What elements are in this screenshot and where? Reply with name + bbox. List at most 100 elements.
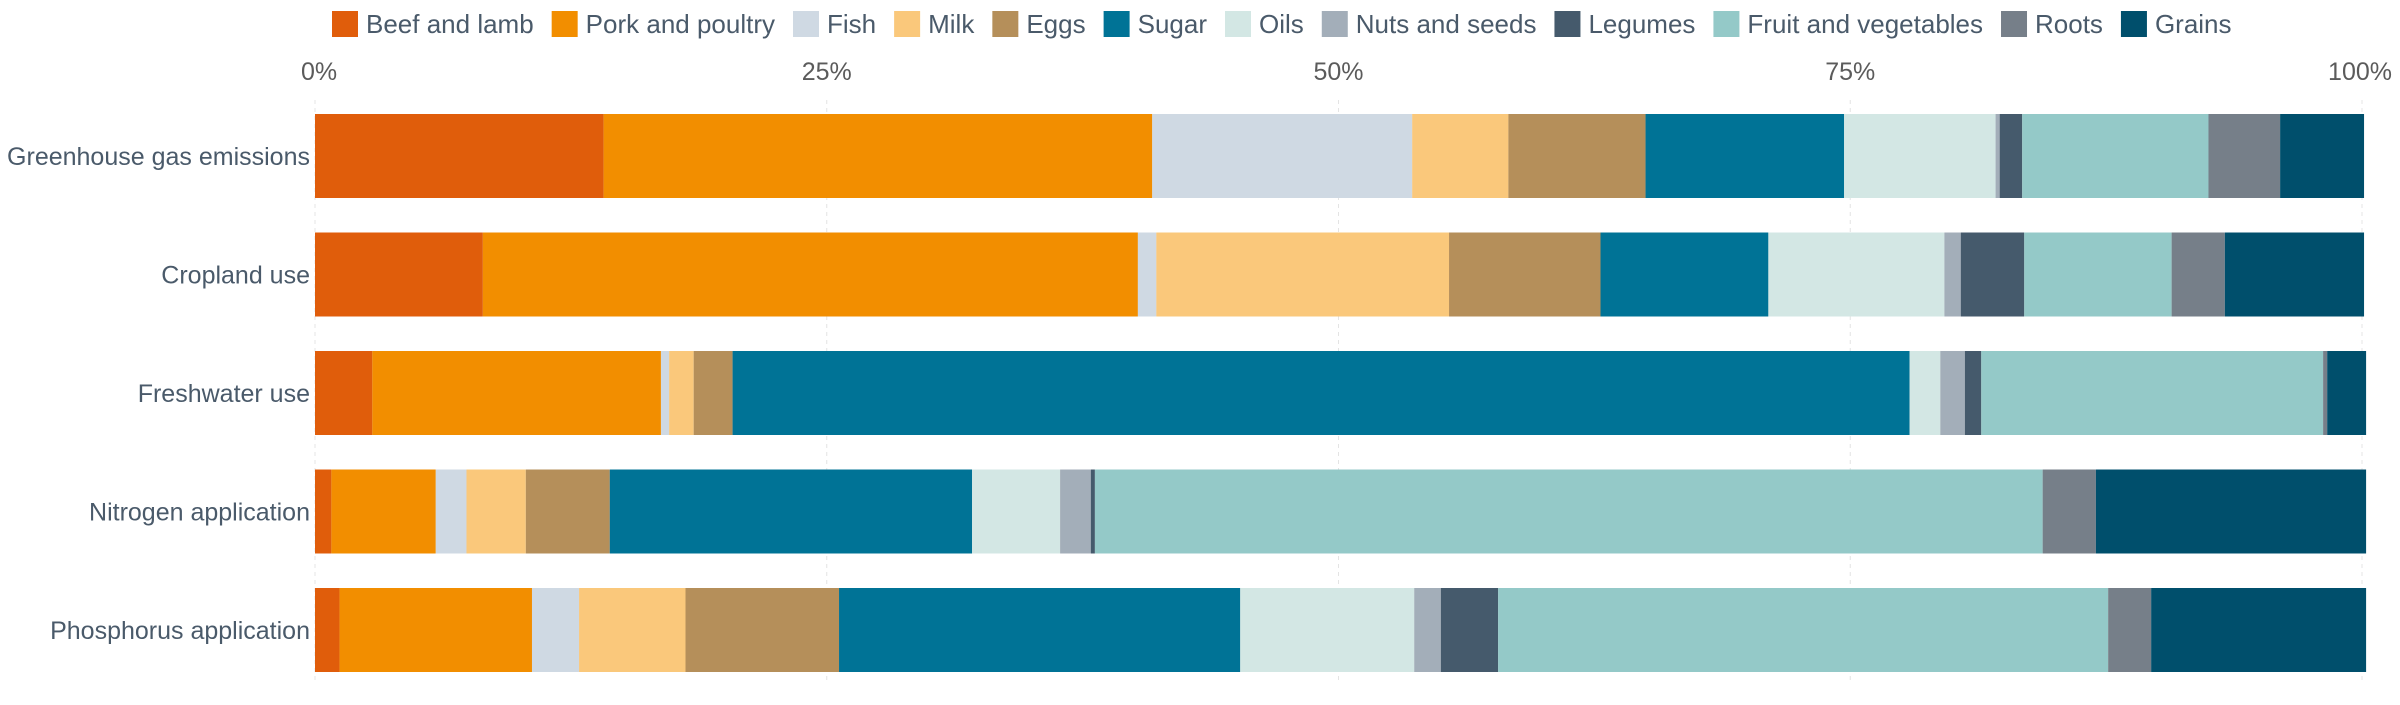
bar-segment-oils[interactable]: Oils: 7.4% bbox=[1844, 114, 1996, 198]
legend-label: Beef and lamb bbox=[366, 9, 534, 39]
category-label: Nitrogen application bbox=[89, 499, 310, 527]
legend-swatch bbox=[793, 11, 819, 37]
bar-segment-fish[interactable]: Fish: 12.7% bbox=[1152, 114, 1413, 198]
category-label: Cropland use bbox=[161, 262, 310, 290]
bar-segment-roots[interactable]: Roots: 2.1% bbox=[2108, 588, 2152, 672]
bar-segment-grains[interactable]: Grains: 6.8% bbox=[2224, 232, 2365, 317]
bar-segment-grains[interactable]: Grains: 10.5% bbox=[2151, 588, 2367, 672]
bar-segment-fish[interactable]: Fish: 2.3% bbox=[531, 588, 580, 672]
x-tick-label: 75% bbox=[1825, 58, 1875, 86]
x-tick-label: 50% bbox=[1313, 58, 1363, 86]
legend-swatch bbox=[1713, 11, 1740, 37]
bar-segment-milk[interactable]: Milk: 5.2% bbox=[579, 588, 686, 672]
bar-segment-sugar[interactable]: Sugar: 17.7% bbox=[609, 469, 973, 554]
bar-segment-eggs[interactable]: Eggs: 6.7% bbox=[1508, 114, 1646, 198]
bar-segment-pork-and-poultry[interactable]: Pork and poultry: 5.1% bbox=[331, 469, 436, 554]
bar-segment-milk[interactable]: Milk: 2.9% bbox=[466, 469, 526, 554]
legend-swatch bbox=[332, 11, 358, 37]
bar-segment-eggs[interactable]: Eggs: 4.1% bbox=[525, 469, 610, 554]
bar-segment-beef-and-lamb[interactable]: Beef and lamb: 1.2% bbox=[315, 588, 340, 672]
bar-segment-sugar[interactable]: Sugar: 57.5% bbox=[732, 351, 1910, 435]
bar-segment-fruit-and-vegetables[interactable]: Fruit and vegetables: 16.7% bbox=[1981, 351, 2324, 435]
bar-segment-sugar[interactable]: Sugar: 19.6% bbox=[839, 588, 1241, 672]
bar-segment-milk[interactable]: Milk: 14.3% bbox=[1156, 232, 1450, 317]
legend-label: Legumes bbox=[1588, 9, 1695, 39]
legend-swatch bbox=[551, 11, 578, 37]
bar-segment-sugar[interactable]: Sugar: 9.7% bbox=[1645, 114, 1845, 198]
bar-segment-eggs[interactable]: Eggs: 7.4% bbox=[1449, 232, 1601, 317]
bar-segment-pork-and-poultry[interactable]: Pork and poultry: 9.4% bbox=[339, 588, 532, 672]
bar-segment-roots[interactable]: Roots: 2.6% bbox=[2042, 469, 2096, 554]
bar-segment-legumes[interactable]: Legumes: 3.1% bbox=[1960, 232, 2025, 317]
legend-swatch bbox=[1225, 11, 1251, 37]
legend-label: Grains bbox=[2155, 9, 2232, 39]
bar-segment-fish[interactable]: Fish: 0.4% bbox=[660, 351, 670, 435]
bar-segment-oils[interactable]: Oils: 1.5% bbox=[1909, 351, 1941, 435]
bar-segment-pork-and-poultry[interactable]: Pork and poultry: 14.1% bbox=[372, 351, 661, 435]
legend-label: Oils bbox=[1259, 9, 1304, 39]
bar-segment-pork-and-poultry[interactable]: Pork and poultry: 32% bbox=[482, 232, 1138, 317]
x-tick-label: 25% bbox=[802, 58, 852, 86]
legend-label: Fish bbox=[827, 9, 876, 39]
x-tick-label: 0% bbox=[301, 58, 337, 86]
bar-segment-legumes[interactable]: Legumes: 0.8% bbox=[1964, 351, 1982, 435]
bar-segment-nuts-and-seeds[interactable]: Nuts and seeds: 0.8% bbox=[1944, 232, 1961, 317]
x-axis: 0% 25% 50% 75% 100% bbox=[301, 58, 2392, 86]
bar-segment-beef-and-lamb[interactable]: Beef and lamb: 14.1% bbox=[315, 114, 604, 198]
bar-segment-milk[interactable]: Milk: 4.7% bbox=[1412, 114, 1509, 198]
legend-swatch bbox=[1554, 11, 1581, 37]
bar-segment-oils[interactable]: Oils: 4.3% bbox=[972, 469, 1061, 554]
legend-swatch bbox=[1321, 11, 1348, 37]
bar-segment-fruit-and-vegetables[interactable]: Fruit and vegetables: 7.2% bbox=[2024, 232, 2172, 317]
bar-segment-eggs[interactable]: Eggs: 1.9% bbox=[693, 351, 733, 435]
bar-segment-oils[interactable]: Oils: 8.6% bbox=[1768, 232, 1945, 317]
bar-segment-fruit-and-vegetables[interactable]: Fruit and vegetables: 9.1% bbox=[2022, 114, 2209, 198]
bar-segment-roots[interactable]: Roots: 0.2% bbox=[2323, 351, 2328, 435]
bar-segment-fish[interactable]: Fish: 0.9% bbox=[1137, 232, 1157, 317]
bar-segment-legumes[interactable]: Legumes: 0.2% bbox=[1090, 469, 1095, 554]
legend-label: Roots bbox=[2035, 9, 2103, 39]
legend-swatch bbox=[1103, 11, 1130, 37]
bar-segment-grains[interactable]: Grains: 13.2% bbox=[2095, 469, 2367, 554]
bar-segment-nuts-and-seeds[interactable]: Nuts and seeds: 0.2% bbox=[1995, 114, 2000, 198]
bar-segment-nuts-and-seeds[interactable]: Nuts and seeds: 1.3% bbox=[1414, 588, 1441, 672]
bar-segment-fruit-and-vegetables[interactable]: Fruit and vegetables: 46.3% bbox=[1094, 469, 2043, 554]
legend-swatch bbox=[2001, 11, 2028, 37]
bar-segment-pork-and-poultry[interactable]: Pork and poultry: 26.8% bbox=[603, 114, 1153, 198]
legend-label: Milk bbox=[928, 9, 975, 39]
bar-segment-legumes[interactable]: Legumes: 2.8% bbox=[1440, 588, 1499, 672]
bar-segment-grains[interactable]: Grains: 1.9% bbox=[2327, 351, 2367, 435]
bar-segment-fish[interactable]: Fish: 1.5% bbox=[435, 469, 467, 554]
legend-label: Nuts and seeds bbox=[1356, 9, 1537, 39]
legend-swatch bbox=[2120, 11, 2147, 37]
bar-segment-beef-and-lamb[interactable]: Beef and lamb: 2.8% bbox=[315, 351, 373, 435]
bar-segment-eggs[interactable]: Eggs: 7.5% bbox=[685, 588, 840, 672]
legend-label: Sugar bbox=[1138, 9, 1208, 39]
bar-segment-sugar[interactable]: Sugar: 8.2% bbox=[1600, 232, 1769, 317]
category-label: Freshwater use bbox=[138, 380, 310, 408]
y-axis: Greenhouse gas emissions Cropland use Fres… bbox=[7, 143, 310, 645]
bar-segment-nuts-and-seeds[interactable]: Nuts and seeds: 1.5% bbox=[1060, 469, 1091, 554]
bar-segment-oils[interactable]: Oils: 8.5% bbox=[1240, 588, 1415, 672]
legend-label: Eggs bbox=[1026, 9, 1085, 39]
category-label: Greenhouse gas emissions bbox=[7, 143, 310, 171]
bar-segment-fruit-and-vegetables[interactable]: Fruit and vegetables: 29.8% bbox=[1498, 588, 2109, 672]
legend-swatch bbox=[992, 11, 1019, 37]
legend: Beef and lamb Pork and poultry Fish Milk Egg… bbox=[332, 9, 2232, 39]
bars: Beef and lamb: 14.1%Pork and poultry: 26… bbox=[315, 114, 2367, 672]
bar-segment-milk[interactable]: Milk: 1.2% bbox=[669, 351, 694, 435]
bar-segment-beef-and-lamb[interactable]: Beef and lamb: 8.2% bbox=[315, 232, 483, 317]
bar-segment-nuts-and-seeds[interactable]: Nuts and seeds: 1.2% bbox=[1940, 351, 1965, 435]
category-label: Phosphorus application bbox=[50, 617, 310, 645]
legend-label: Fruit and vegetables bbox=[1747, 9, 1983, 39]
bar-segment-beef-and-lamb[interactable]: Beef and lamb: 0.8% bbox=[315, 469, 332, 554]
legend-swatch bbox=[894, 11, 921, 37]
x-tick-label: 100% bbox=[2328, 58, 2392, 86]
bar-segment-legumes[interactable]: Legumes: 1.1% bbox=[1999, 114, 2023, 198]
legend-label: Pork and poultry bbox=[586, 9, 775, 39]
bar-segment-roots[interactable]: Roots: 3.5% bbox=[2208, 114, 2281, 198]
bar-segment-roots[interactable]: Roots: 2.6% bbox=[2171, 232, 2225, 317]
bar-segment-grains[interactable]: Grains: 4.1% bbox=[2280, 114, 2365, 198]
